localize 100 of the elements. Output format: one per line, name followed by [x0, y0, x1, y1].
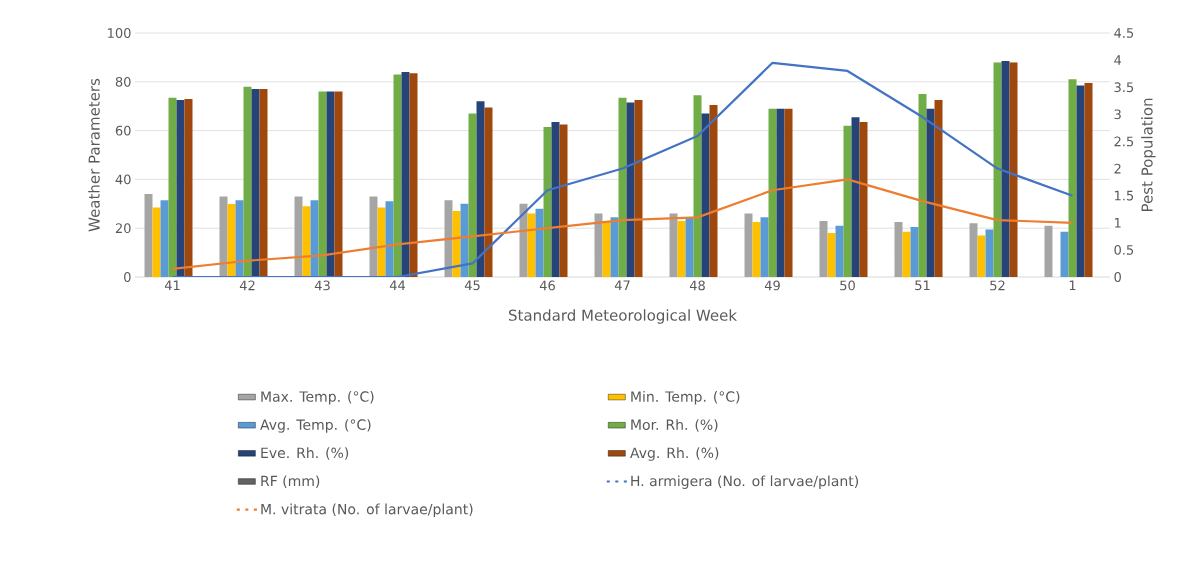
bar [851, 117, 860, 277]
x-tick-label: 41 [164, 280, 180, 291]
x-tick-label: 49 [764, 280, 780, 291]
bar [934, 100, 943, 277]
bar [626, 102, 635, 277]
bar [776, 108, 785, 277]
y-tick-label: 0 [124, 272, 131, 282]
x-axis-title: Standard Meteorological Week [509, 309, 737, 324]
bar [926, 108, 935, 277]
bar [859, 122, 868, 277]
bar [476, 101, 485, 277]
bar [302, 206, 311, 277]
y-tick-label: 80 [115, 76, 131, 87]
y2-axis-title: Pest Population [1141, 98, 1156, 212]
y2-tick-label: 3 [1114, 109, 1121, 120]
bar [393, 74, 402, 277]
x-tick-label: 52 [990, 280, 1005, 291]
bar [701, 113, 710, 277]
bar [219, 196, 228, 277]
bar [144, 194, 153, 277]
bar [519, 203, 528, 277]
bar [452, 211, 461, 277]
bar [235, 200, 244, 277]
bar [535, 208, 544, 277]
bar [326, 91, 335, 277]
bar [176, 100, 185, 277]
bar [902, 231, 911, 277]
bar [827, 233, 836, 277]
bar [160, 200, 169, 277]
bar [709, 104, 718, 277]
x-tick-label: 51 [915, 280, 930, 291]
bar [484, 107, 493, 277]
y2-tick-label: 0 [1114, 272, 1121, 282]
legend-label: Mor. Rh. (%) [631, 419, 718, 432]
bar [993, 62, 1002, 277]
y-tick-label: 20 [115, 223, 131, 234]
x-tick-label: 1 [1069, 280, 1076, 291]
bar [1009, 62, 1018, 277]
bar [618, 97, 627, 277]
x-tick-label: 42 [239, 280, 255, 291]
bar [843, 125, 852, 277]
bar [369, 196, 378, 277]
y-tick-label: 60 [115, 125, 131, 136]
bar [1076, 85, 1085, 277]
y-axis-title: Weather Parameters [88, 78, 100, 232]
bar [294, 196, 303, 277]
y-tick-label: 40 [115, 174, 131, 185]
bar [468, 113, 477, 277]
bar [444, 200, 453, 277]
bar [334, 91, 343, 277]
line-series [171, 178, 1074, 270]
bar [760, 217, 769, 277]
bar [551, 122, 560, 277]
y2-tick-label: 2.5 [1114, 136, 1134, 147]
bar [460, 203, 469, 277]
x-tick-label: 44 [389, 280, 406, 291]
bar [168, 97, 177, 277]
x-tick-label: 45 [464, 280, 480, 291]
legend-label: M. vitrata (No. of larvae/plant) [261, 503, 473, 518]
bar [894, 222, 903, 277]
bar [685, 217, 694, 277]
bar [784, 108, 793, 277]
bar [835, 225, 844, 277]
legend-label: RF (mm) [261, 475, 320, 488]
y-tick-label: 100 [108, 28, 131, 38]
bar [318, 91, 327, 277]
bar [559, 124, 568, 277]
bar [768, 108, 777, 277]
bar [543, 126, 552, 277]
x-tick-label: 48 [689, 280, 705, 291]
legend-label: Avg. Rh. (%) [630, 447, 719, 461]
bar [251, 89, 260, 277]
bar [259, 89, 268, 277]
bar [985, 229, 994, 277]
bar [1068, 79, 1077, 277]
bar [918, 94, 927, 277]
bar [409, 73, 418, 277]
bar [602, 220, 611, 277]
y2-tick-label: 1.5 [1114, 190, 1134, 201]
bar [910, 226, 919, 277]
legend-label: Avg. Temp. (°C) [260, 419, 371, 433]
bar [1084, 83, 1093, 277]
x-tick-label: 50 [840, 280, 855, 291]
bar [527, 213, 536, 277]
bar [610, 217, 619, 277]
x-tick-label: 43 [314, 280, 330, 291]
y2-tick-label: 2 [1114, 163, 1121, 174]
x-tick-label: 47 [614, 280, 630, 291]
bar [310, 200, 319, 277]
bar [1001, 61, 1010, 277]
bar [669, 213, 678, 277]
y2-tick-label: 0.5 [1114, 244, 1134, 255]
bar [377, 207, 386, 277]
legend-label: Max. Temp. (°C) [261, 391, 374, 405]
bar [744, 213, 753, 277]
y2-tick-label: 1 [1114, 218, 1121, 228]
bar [969, 223, 978, 277]
y2-tick-label: 3.5 [1114, 82, 1134, 93]
bar [401, 72, 410, 277]
bar [385, 201, 394, 277]
